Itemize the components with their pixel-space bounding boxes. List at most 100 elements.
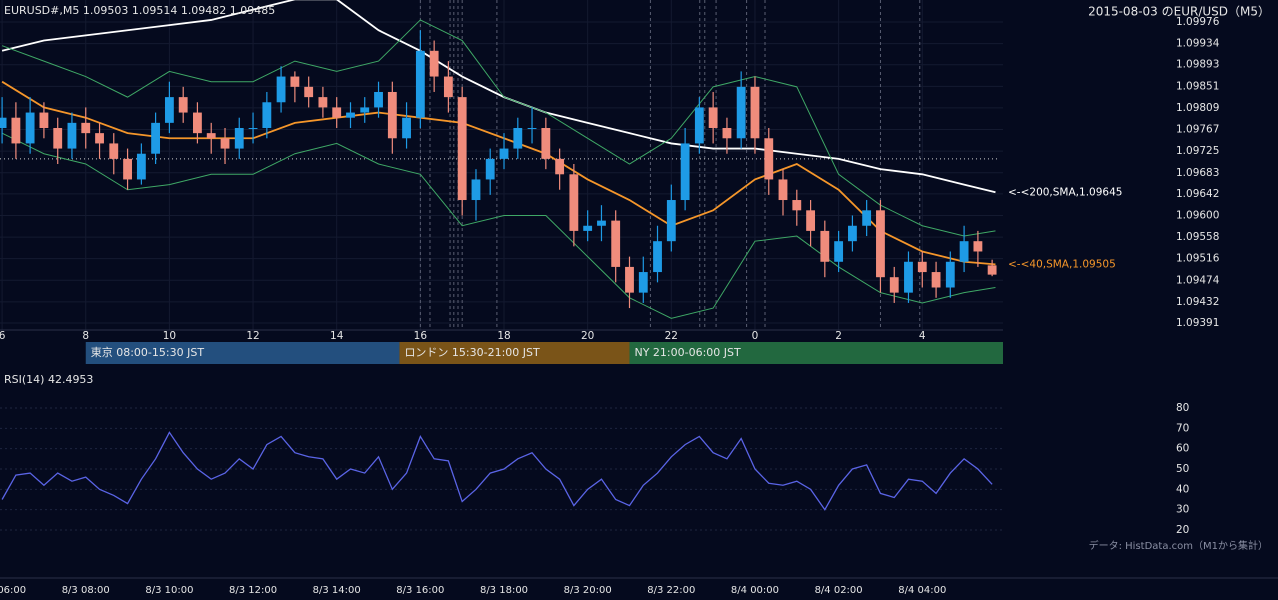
candle-body	[109, 143, 119, 159]
rsi-panel	[0, 407, 1003, 531]
y-tick-label: 1.09432	[1176, 296, 1219, 308]
source-note: データ: HistData.com（M1から集計）	[1089, 539, 1268, 552]
y-tick-label: 1.09767	[1176, 124, 1219, 136]
candle-body	[834, 241, 844, 262]
candle-body	[736, 86, 746, 139]
rsi-line	[1, 431, 993, 511]
candle-body	[499, 148, 509, 159]
candle-body	[597, 220, 606, 226]
candle-body	[694, 107, 704, 144]
x-tick-label: 2	[835, 330, 842, 342]
y-tick-label: 50	[1176, 463, 1189, 475]
candle-body	[987, 265, 997, 275]
indicator-line	[1, 19, 996, 237]
candle-body	[666, 200, 676, 242]
session-bar	[85, 342, 400, 364]
x-tick-label: 8/3 06:00	[0, 585, 26, 596]
indicator-line	[1, 0, 996, 194]
y-tick-label: 1.09934	[1176, 38, 1220, 50]
candle-body	[234, 127, 244, 149]
candle-body	[889, 277, 899, 293]
session-bar	[399, 342, 630, 364]
x-tick-label: 8/3 22:00	[647, 585, 695, 596]
y-tick-label: 70	[1176, 422, 1189, 434]
candle-body	[0, 117, 7, 128]
candle-body	[248, 127, 258, 129]
x-tick-label: 16	[414, 330, 428, 342]
candle-body	[95, 133, 104, 144]
candle-body	[360, 107, 370, 113]
y-tick-label: 1.09809	[1176, 102, 1219, 114]
x-tick-label: 8/3 14:00	[313, 585, 361, 596]
candle-body	[387, 91, 397, 139]
candle-body	[457, 97, 467, 201]
candle-body	[67, 122, 77, 149]
candle-body	[569, 174, 579, 231]
candle-body	[959, 241, 969, 262]
y-tick-label: 1.09976	[1176, 16, 1220, 28]
candle-body	[443, 76, 453, 98]
candle-body	[178, 97, 188, 113]
x-tick-label: 8/4 04:00	[898, 585, 946, 596]
x-tick-label: 8/3 12:00	[229, 585, 277, 596]
candle-body	[848, 225, 857, 242]
x-tick-label: 8/3 18:00	[480, 585, 528, 596]
candle-body	[53, 127, 63, 149]
y-tick-label: 1.09683	[1176, 167, 1219, 179]
candle-body	[25, 112, 35, 144]
candle-body	[276, 76, 286, 103]
x-tick-label: 8/3 16:00	[396, 585, 444, 596]
candle-body	[722, 127, 732, 139]
x-tick-label: 6	[0, 330, 6, 342]
x-tick-label: 0	[752, 330, 759, 342]
x-tick-label: 8/3 20:00	[564, 585, 612, 596]
candle-body	[527, 127, 537, 129]
y-tick-label: 1.09642	[1176, 188, 1219, 200]
overlay: EURUSD#,M5 1.09503 1.09514 1.09482 1.094…	[0, 4, 1278, 596]
candle-body	[708, 107, 718, 128]
x-tick-label: 8/3 10:00	[145, 585, 193, 596]
candle-body	[638, 272, 648, 293]
x-tick-label: 10	[163, 330, 176, 342]
candle-body	[11, 117, 21, 144]
y-tick-label: 1.09725	[1176, 145, 1219, 157]
x-tick-label: 8	[82, 330, 89, 342]
chart-title: EURUSD#,M5 1.09503 1.09514 1.09482 1.094…	[4, 4, 275, 17]
y-tick-label: 1.09893	[1176, 59, 1219, 71]
candle-body	[653, 241, 662, 273]
candle-body	[304, 86, 314, 98]
candle-body	[931, 272, 941, 288]
candle-body	[820, 230, 830, 262]
session-bar	[629, 342, 1003, 364]
candle-body	[555, 158, 565, 175]
candle-body	[917, 261, 927, 273]
line-annotation: <-<200,SMA,1.09645	[1008, 186, 1122, 198]
x-tick-label: 8/4 02:00	[815, 585, 863, 596]
candle-body	[136, 153, 146, 180]
candle-body	[262, 102, 272, 128]
y-tick-label: 1.09558	[1176, 231, 1219, 243]
candle-body	[429, 50, 439, 77]
candle-body	[583, 225, 593, 231]
x-tick-label: 8/4 00:00	[731, 585, 779, 596]
session-label: ロンドン 15:30-21:00 JST	[404, 346, 540, 359]
y-tick-label: 1.09474	[1176, 274, 1220, 286]
candle-body	[973, 241, 983, 252]
candle-body	[764, 138, 774, 180]
candle-body	[290, 76, 300, 87]
candle-body	[471, 179, 481, 201]
x-tick-label: 22	[665, 330, 678, 342]
x-tick-label: 18	[497, 330, 510, 342]
y-tick-label: 1.09600	[1176, 209, 1219, 221]
candle-body	[513, 127, 523, 149]
candle-body	[220, 138, 230, 149]
y-tick-label: 1.09391	[1176, 317, 1219, 329]
candle-body	[778, 179, 788, 201]
candle-body	[415, 50, 425, 118]
rsi-title: RSI(14) 42.4953	[4, 373, 93, 386]
candle-body	[346, 112, 355, 118]
candle-body	[123, 158, 132, 180]
y-tick-label: 30	[1176, 504, 1189, 516]
